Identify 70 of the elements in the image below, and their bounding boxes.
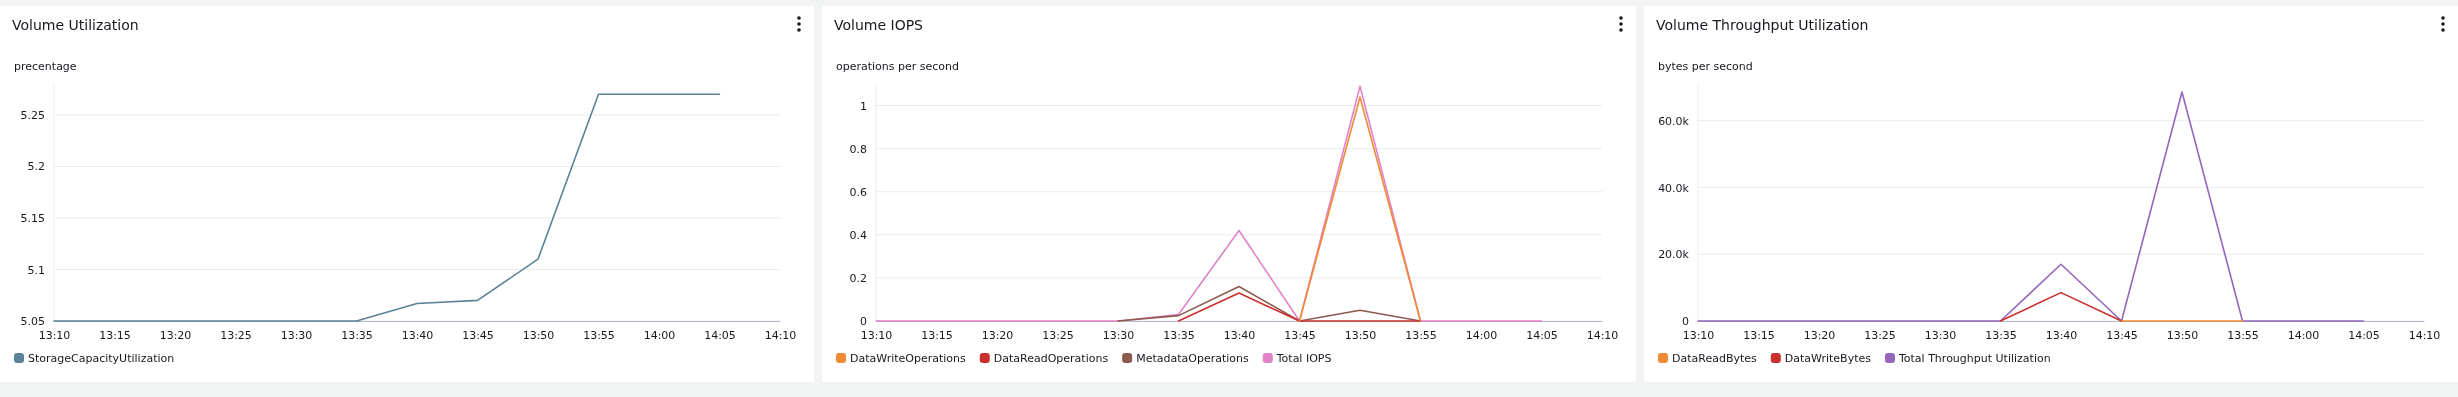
y-tick-label: 40.0k [1658, 181, 1690, 195]
y-tick-label: 1 [860, 99, 867, 113]
x-tick-label: 13:15 [1743, 328, 1775, 342]
x-tick-label: 13:40 [2045, 328, 2078, 342]
x-tick-label: 13:35 [341, 328, 373, 342]
x-tick-label: 13:10 [860, 328, 893, 342]
x-tick-label: 13:50 [522, 328, 555, 342]
x-tick-label: 13:40 [1223, 328, 1256, 342]
y-tick-label: 0.2 [849, 271, 867, 285]
y-tick-label: 5.1 [27, 263, 45, 277]
x-tick-label: 13:20 [159, 328, 192, 342]
legend-label: MetadataOperations [1136, 352, 1249, 365]
x-tick-label: 13:45 [1284, 328, 1316, 342]
y-tick-label: 60.0k [1658, 114, 1690, 128]
y-tick-label: 5.15 [20, 211, 45, 225]
y-tick-label: 0 [860, 315, 867, 329]
x-tick-label: 14:00 [1465, 328, 1498, 342]
x-tick-label: 13:50 [1344, 328, 1377, 342]
x-tick-label: 13:55 [1405, 328, 1437, 342]
x-tick-label: 13:30 [280, 328, 313, 342]
x-tick-label: 13:30 [1924, 328, 1957, 342]
y-tick-label: 0.6 [849, 185, 867, 199]
x-tick-label: 13:15 [921, 328, 953, 342]
legend-label: DataWriteBytes [1784, 352, 1872, 365]
x-tick-label: 13:10 [38, 328, 71, 342]
x-tick-label: 13:25 [1042, 328, 1074, 342]
x-tick-label: 13:35 [1163, 328, 1195, 342]
legend-label: DataWriteOperations [850, 352, 967, 365]
legend-label: StorageCapacityUtilization [28, 352, 175, 365]
chart-title: Volume Throughput Utilization [1656, 17, 1869, 33]
x-tick-label: 14:05 [704, 328, 736, 342]
x-tick-label: 13:10 [1682, 328, 1715, 342]
x-tick-label: 13:50 [2166, 328, 2199, 342]
y-tick-label: 5.2 [27, 160, 45, 174]
legend-label: Total IOPS [1275, 352, 1332, 365]
x-tick-label: 13:25 [1864, 328, 1896, 342]
x-tick-label: 14:10 [764, 328, 797, 342]
x-tick-label: 14:10 [2408, 328, 2441, 342]
x-tick-label: 14:00 [643, 328, 676, 342]
y-tick-label: 5.05 [20, 315, 45, 329]
x-tick-label: 14:10 [1586, 328, 1619, 342]
x-tick-label: 13:25 [220, 328, 252, 342]
x-tick-label: 13:45 [462, 328, 494, 342]
chart-title: Volume Utilization [12, 17, 139, 33]
x-tick-label: 13:40 [401, 328, 434, 342]
x-tick-label: 14:05 [1526, 328, 1558, 342]
y-axis-title: bytes per second [1658, 60, 1753, 73]
x-tick-label: 13:15 [99, 328, 131, 342]
x-tick-label: 13:20 [1803, 328, 1836, 342]
y-tick-label: 0.8 [849, 142, 867, 156]
x-tick-label: 14:05 [2348, 328, 2380, 342]
x-tick-label: 13:45 [2106, 328, 2138, 342]
y-tick-label: 20.0k [1658, 248, 1690, 262]
y-axis-title: precentage [14, 60, 77, 73]
y-axis-title: operations per second [836, 60, 960, 73]
y-tick-label: 0.4 [849, 228, 867, 242]
legend-label: DataReadOperations [993, 352, 1109, 365]
line-series [875, 85, 1543, 322]
legend-label: Total Throughput Utilization [1897, 352, 2051, 365]
y-tick-label: 5.25 [20, 108, 45, 122]
x-tick-label: 13:55 [2227, 328, 2259, 342]
x-tick-label: 13:55 [583, 328, 615, 342]
line-series [53, 93, 721, 322]
x-tick-label: 13:20 [981, 328, 1014, 342]
legend-label: DataReadBytes [1672, 352, 1758, 365]
x-tick-label: 13:35 [1985, 328, 2017, 342]
x-tick-label: 13:30 [1102, 328, 1135, 342]
x-tick-label: 14:00 [2287, 328, 2320, 342]
chart-title: Volume IOPS [834, 17, 924, 33]
y-tick-label: 0 [1682, 315, 1689, 329]
